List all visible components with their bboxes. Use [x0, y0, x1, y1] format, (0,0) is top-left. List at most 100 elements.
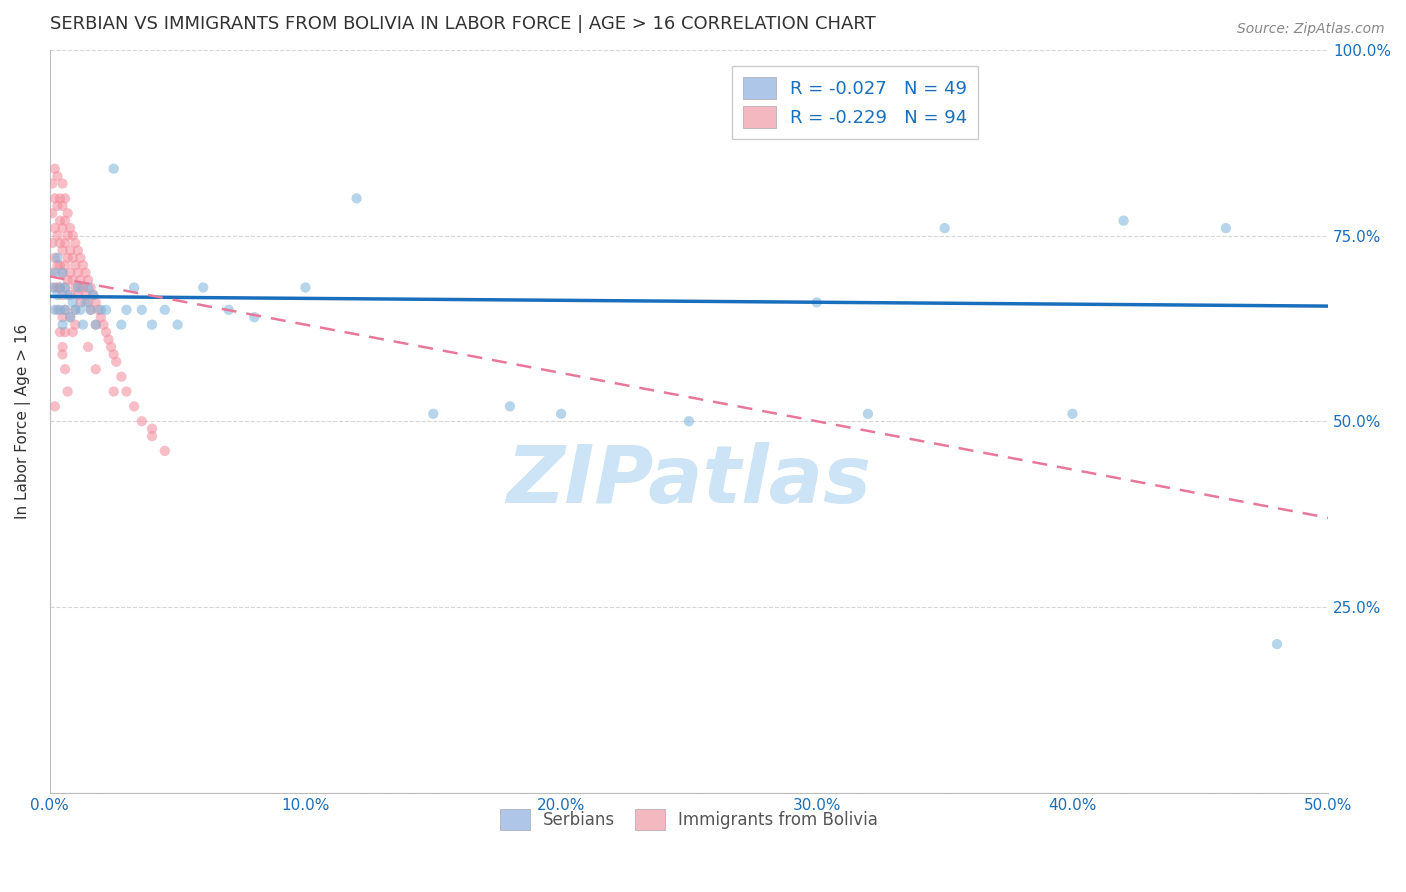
Point [166, 318, 188, 332]
Point [550, 407, 572, 421]
Point [44, 161, 66, 176]
Point [44, 221, 66, 235]
Point [49, 258, 72, 272]
Point [59, 310, 82, 325]
Point [243, 310, 266, 325]
Point [294, 280, 316, 294]
Point [75, 266, 97, 280]
Point [1215, 221, 1237, 235]
Point [66, 244, 89, 258]
Point [44, 191, 66, 205]
Point [62, 273, 84, 287]
Point [62, 295, 84, 310]
Point [77, 280, 100, 294]
Point [51, 288, 73, 302]
Point [41, 266, 63, 280]
Point [69, 273, 91, 287]
Point [84, 318, 107, 332]
Point [44, 251, 66, 265]
Point [87, 302, 110, 317]
Point [53, 280, 76, 294]
Point [44, 266, 66, 280]
Point [49, 280, 72, 294]
Point [84, 318, 107, 332]
Point [77, 295, 100, 310]
Point [56, 384, 79, 399]
Point [806, 295, 828, 310]
Point [422, 407, 444, 421]
Point [53, 325, 76, 339]
Point [49, 213, 72, 227]
Point [103, 384, 125, 399]
Point [59, 288, 82, 302]
Point [69, 302, 91, 317]
Point [51, 244, 73, 258]
Point [46, 280, 69, 294]
Point [56, 288, 79, 302]
Point [93, 318, 115, 332]
Text: SERBIAN VS IMMIGRANTS FROM BOLIVIA IN LABOR FORCE | AGE > 16 CORRELATION CHART: SERBIAN VS IMMIGRANTS FROM BOLIVIA IN LA… [49, 15, 876, 33]
Point [856, 407, 879, 421]
Point [218, 302, 240, 317]
Point [110, 318, 132, 332]
Point [51, 347, 73, 361]
Point [49, 280, 72, 294]
Point [77, 273, 100, 287]
Point [49, 235, 72, 250]
Point [66, 280, 89, 294]
Point [499, 400, 522, 414]
Point [191, 280, 214, 294]
Point [51, 177, 73, 191]
Point [51, 199, 73, 213]
Point [62, 325, 84, 339]
Point [97, 333, 120, 347]
Point [53, 302, 76, 317]
Point [41, 280, 63, 294]
Point [94, 302, 117, 317]
Legend: Serbians, Immigrants from Bolivia: Serbians, Immigrants from Bolivia [494, 803, 884, 837]
Point [56, 228, 79, 243]
Point [46, 302, 69, 317]
Point [49, 302, 72, 317]
Point [79, 302, 101, 317]
Point [41, 206, 63, 220]
Point [934, 221, 956, 235]
Point [1265, 637, 1288, 651]
Point [77, 340, 100, 354]
Point [69, 280, 91, 294]
Point [100, 340, 122, 354]
Point [678, 414, 700, 428]
Point [46, 251, 69, 265]
Point [59, 244, 82, 258]
Point [153, 444, 176, 458]
Point [90, 310, 112, 325]
Point [44, 400, 66, 414]
Point [90, 302, 112, 317]
Point [51, 318, 73, 332]
Point [51, 340, 73, 354]
Point [103, 347, 125, 361]
Point [131, 414, 153, 428]
Point [131, 302, 153, 317]
Point [1112, 213, 1135, 227]
Point [122, 400, 145, 414]
Point [65, 318, 87, 332]
Point [79, 302, 101, 317]
Point [66, 266, 89, 280]
Point [115, 302, 138, 317]
Point [53, 280, 76, 294]
Point [46, 228, 69, 243]
Point [53, 191, 76, 205]
Point [72, 318, 94, 332]
Point [46, 199, 69, 213]
Point [53, 302, 76, 317]
Point [65, 235, 87, 250]
Point [141, 429, 163, 443]
Point [46, 288, 69, 302]
Point [79, 280, 101, 294]
Point [49, 325, 72, 339]
Point [66, 288, 89, 302]
Point [82, 288, 104, 302]
Point [65, 280, 87, 294]
Point [65, 302, 87, 317]
